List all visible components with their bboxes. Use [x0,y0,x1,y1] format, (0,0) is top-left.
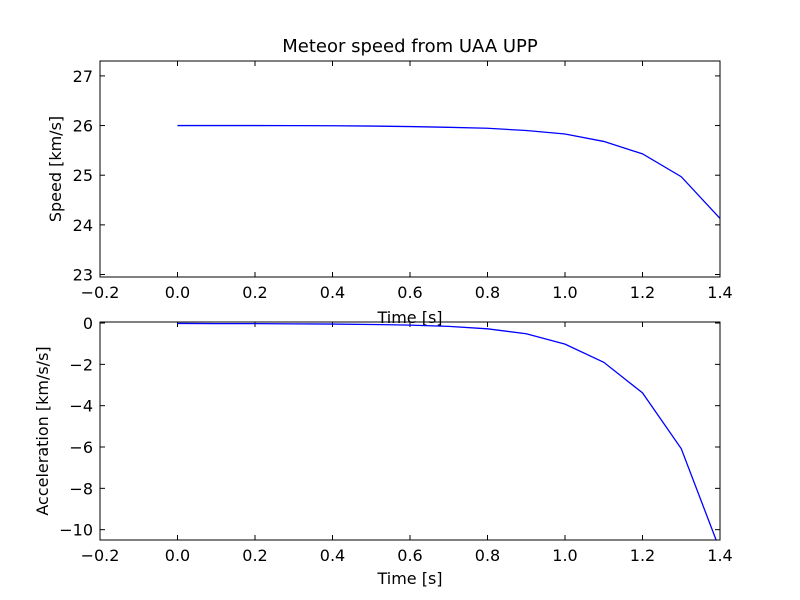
speed-chart-frame [99,60,721,278]
speed-x-tick-label: 1.0 [552,283,577,302]
acceleration-chart-tick-labels: −0.2 0.0 0.2 0.4 0.6 0.8 1.0 1.2 1.4 0 −2 −4 −6 −8 −10 [59,314,732,565]
acceleration-x-tick-label: −0.2 [81,546,120,565]
speed-x-tick-label: 0.0 [165,283,190,302]
acceleration-x-tick-label: 1.4 [707,546,732,565]
acceleration-x-tick-label: 1.2 [630,546,655,565]
speed-x-tick-label: 0.4 [320,283,345,302]
speed-x-tick-label: 0.6 [397,283,422,302]
acceleration-y-tick-label: −6 [69,438,93,457]
speed-x-tick-label: 1.2 [630,283,655,302]
speed-y-tick-label: 26 [73,117,93,136]
acceleration-chart-y-axis-title: Acceleration [km/s/s] [33,346,52,515]
acceleration-y-tick-label: −10 [59,521,93,540]
speed-chart: Meteor speed from UAA UPP −0.2 0.0 0.2 0.4 0… [46,36,733,327]
speed-x-tick-label: −0.2 [81,283,120,302]
acceleration-chart-ticks [99,322,721,540]
speed-chart-title: Meteor speed from UAA UPP [282,36,538,57]
acceleration-y-tick-label: −2 [69,355,93,374]
acceleration-chart: −0.2 0.0 0.2 0.4 0.6 0.8 1.0 1.2 1.4 0 −2 −4 −6 −8 −10… [33,314,733,588]
acceleration-x-tick-label: 0.8 [475,546,500,565]
speed-y-tick-label: 23 [73,266,93,285]
speed-x-tick-label: 0.8 [475,283,500,302]
acceleration-y-tick-label: 0 [83,314,93,333]
acceleration-x-tick-label: 0.0 [165,546,190,565]
speed-chart-y-axis-title: Speed [km/s] [46,116,65,222]
acceleration-x-tick-label: 0.4 [320,546,345,565]
acceleration-series-line [177,322,717,541]
acceleration-y-tick-label: −4 [69,397,93,416]
speed-chart-series [177,124,721,219]
acceleration-chart-series [177,322,717,541]
speed-y-tick-label: 27 [73,67,93,86]
acceleration-y-tick-label: −8 [69,479,93,498]
acceleration-x-tick-label: 1.0 [552,546,577,565]
acceleration-chart-x-axis-title: Time [s] [376,569,442,588]
acceleration-x-tick-label: 0.6 [397,546,422,565]
speed-chart-tick-labels: −0.2 0.0 0.2 0.4 0.6 0.8 1.0 1.2 1.4 23 24 25 26 27 [73,67,733,302]
acceleration-chart-frame [99,321,721,541]
speed-y-tick-label: 25 [73,166,93,185]
acceleration-x-tick-label: 0.2 [242,546,267,565]
speed-x-tick-label: 1.4 [707,283,732,302]
speed-x-tick-label: 0.2 [242,283,267,302]
speed-series-line [177,124,721,219]
speed-y-tick-label: 24 [73,216,93,235]
